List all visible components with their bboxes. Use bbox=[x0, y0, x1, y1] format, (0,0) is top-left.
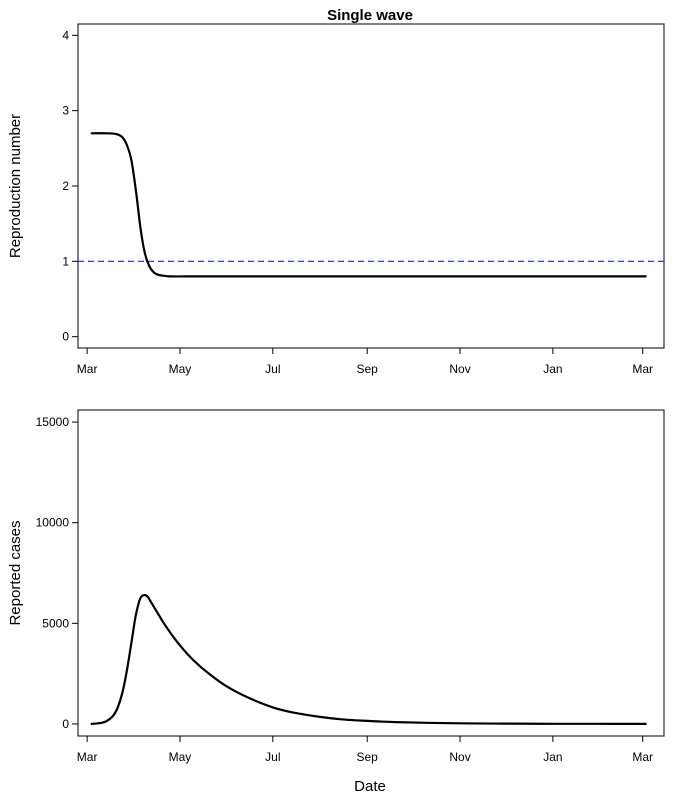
y-tick-label: 2 bbox=[62, 179, 69, 193]
x-tick-label: Nov bbox=[449, 750, 470, 764]
x-tick-label: Jul bbox=[265, 362, 280, 376]
y-tick-label: 1 bbox=[62, 254, 69, 268]
y-tick-label: 0 bbox=[62, 330, 69, 344]
series-line bbox=[90, 594, 647, 725]
x-tick-label: Mar bbox=[77, 362, 98, 376]
y-tick-label: 10000 bbox=[36, 516, 70, 530]
plot-frame bbox=[77, 23, 665, 349]
y-axis-label: Reported cases bbox=[7, 520, 24, 625]
x-axis: Mar May Jul Sep Nov Jan Mar bbox=[77, 348, 653, 376]
x-tick-label: Nov bbox=[449, 362, 470, 376]
x-axis: Mar May Jul Sep Nov Jan Mar bbox=[77, 736, 653, 764]
y-axis-label: Reproduction number bbox=[7, 114, 24, 258]
x-tick-label: Sep bbox=[357, 362, 379, 376]
chart-title: Single wave bbox=[327, 7, 413, 24]
reported-cases-panel: 0 5000 10000 15000 Mar May Jul Sep Nov Jan Mar Re… bbox=[7, 409, 665, 795]
reproduction-number-panel: Single wave 0 1 2 3 4 Mar May Jul Sep Nov Jan Mar … bbox=[7, 7, 665, 376]
y-tick-label: 5000 bbox=[42, 616, 69, 630]
plot-frame bbox=[77, 409, 665, 737]
x-tick-label: Mar bbox=[632, 750, 653, 764]
x-tick-label: Mar bbox=[77, 750, 98, 764]
y-tick-label: 4 bbox=[62, 28, 69, 42]
x-tick-label: Jan bbox=[543, 362, 562, 376]
y-axis: 0 5000 10000 15000 bbox=[36, 415, 78, 731]
y-tick-label: 15000 bbox=[36, 415, 70, 429]
series-lines bbox=[90, 132, 647, 278]
series-line bbox=[90, 132, 647, 278]
series-lines bbox=[90, 594, 647, 725]
x-tick-label: Jan bbox=[543, 750, 562, 764]
x-tick-label: May bbox=[169, 750, 192, 764]
x-tick-label: Jul bbox=[265, 750, 280, 764]
y-axis: 0 1 2 3 4 bbox=[62, 28, 78, 344]
x-tick-label: Mar bbox=[632, 362, 653, 376]
x-tick-label: Sep bbox=[357, 750, 379, 764]
y-tick-label: 3 bbox=[62, 104, 69, 118]
y-tick-label: 0 bbox=[62, 717, 69, 731]
x-axis-label: Date bbox=[354, 778, 386, 795]
x-tick-label: May bbox=[169, 362, 192, 376]
